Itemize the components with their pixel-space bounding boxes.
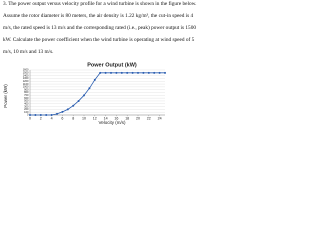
y-tick-label: 1000	[23, 85, 29, 89]
y-tick-label: 400	[24, 101, 29, 105]
data-point	[39, 114, 42, 116]
text-line: 3. The power output versus velocity prof…	[3, 1, 197, 7]
x-tick-label: 2	[40, 116, 42, 120]
x-tick-label: 24	[158, 116, 162, 120]
data-point	[142, 71, 145, 74]
data-point	[120, 71, 123, 74]
data-point	[72, 104, 75, 107]
y-tick-label: 600	[24, 96, 29, 100]
chart-title: Power Output (kW)	[87, 62, 137, 68]
y-tick-label: 500	[24, 99, 29, 103]
x-tick-label: 8	[72, 116, 74, 120]
x-tick-label: 6	[61, 116, 63, 120]
data-point	[34, 114, 37, 116]
document: 3. The power output versus velocity prof…	[0, 0, 200, 127]
x-tick-label: 12	[93, 116, 97, 120]
text-line: m/s, 10 m/s and 13 m/s.	[3, 49, 54, 55]
data-point	[164, 71, 166, 74]
data-point	[115, 71, 118, 74]
x-tick-label: 18	[125, 116, 129, 120]
y-tick-label: 300	[24, 104, 29, 108]
data-point	[50, 114, 53, 116]
text-line: kW. Calculate the power coefficient when…	[3, 37, 195, 43]
y-axis-title: Power (kW)	[3, 84, 8, 108]
x-tick-label: 4	[51, 116, 53, 120]
data-point	[131, 71, 134, 74]
data-point	[153, 71, 156, 74]
data-point	[126, 71, 129, 74]
y-tick-label: 100	[24, 110, 29, 114]
x-tick-label: 16	[114, 116, 118, 120]
x-tick-label: 0	[29, 116, 31, 120]
y-tick-label: 1300	[23, 76, 29, 80]
data-point	[137, 71, 139, 74]
data-point	[110, 71, 112, 74]
y-tick-label: 0	[27, 113, 29, 117]
y-tick-label: 1100	[23, 82, 29, 86]
data-point	[29, 114, 31, 116]
x-tick-label: 14	[104, 116, 108, 120]
y-tick-label: 900	[24, 87, 29, 91]
data-point	[99, 71, 102, 74]
data-point	[45, 114, 48, 116]
data-point	[93, 78, 96, 81]
series-line	[30, 72, 165, 116]
x-tick-label: 22	[147, 116, 151, 120]
data-point	[147, 71, 150, 74]
x-tick-label: 20	[136, 116, 140, 120]
x-tick-label: 10	[82, 116, 86, 120]
x-axis-title: Velocity (m/s)	[98, 120, 126, 125]
y-tick-label: 1400	[23, 73, 29, 77]
y-tick-label: 1500	[23, 71, 29, 75]
data-point	[104, 71, 107, 74]
data-point	[66, 108, 69, 111]
text-line: Assume the rotor diameter is 80 meters, …	[3, 13, 194, 19]
data-point	[77, 99, 80, 102]
y-tick-label: 800	[24, 90, 29, 94]
data-point	[158, 71, 161, 74]
chart: Power Output (kW) Velocity (m/s) Power (…	[3, 62, 166, 125]
y-tick-label: 1200	[23, 79, 29, 83]
y-tick-label: 700	[24, 93, 29, 97]
data-point	[83, 94, 85, 97]
data-point	[56, 112, 58, 115]
y-tick-label: 200	[24, 107, 29, 111]
y-tick-label: 1600	[23, 68, 29, 72]
data-point	[61, 110, 64, 113]
data-point	[88, 87, 91, 90]
text-line: m/s, the rated speed is 13 m/s and the c…	[3, 25, 196, 31]
